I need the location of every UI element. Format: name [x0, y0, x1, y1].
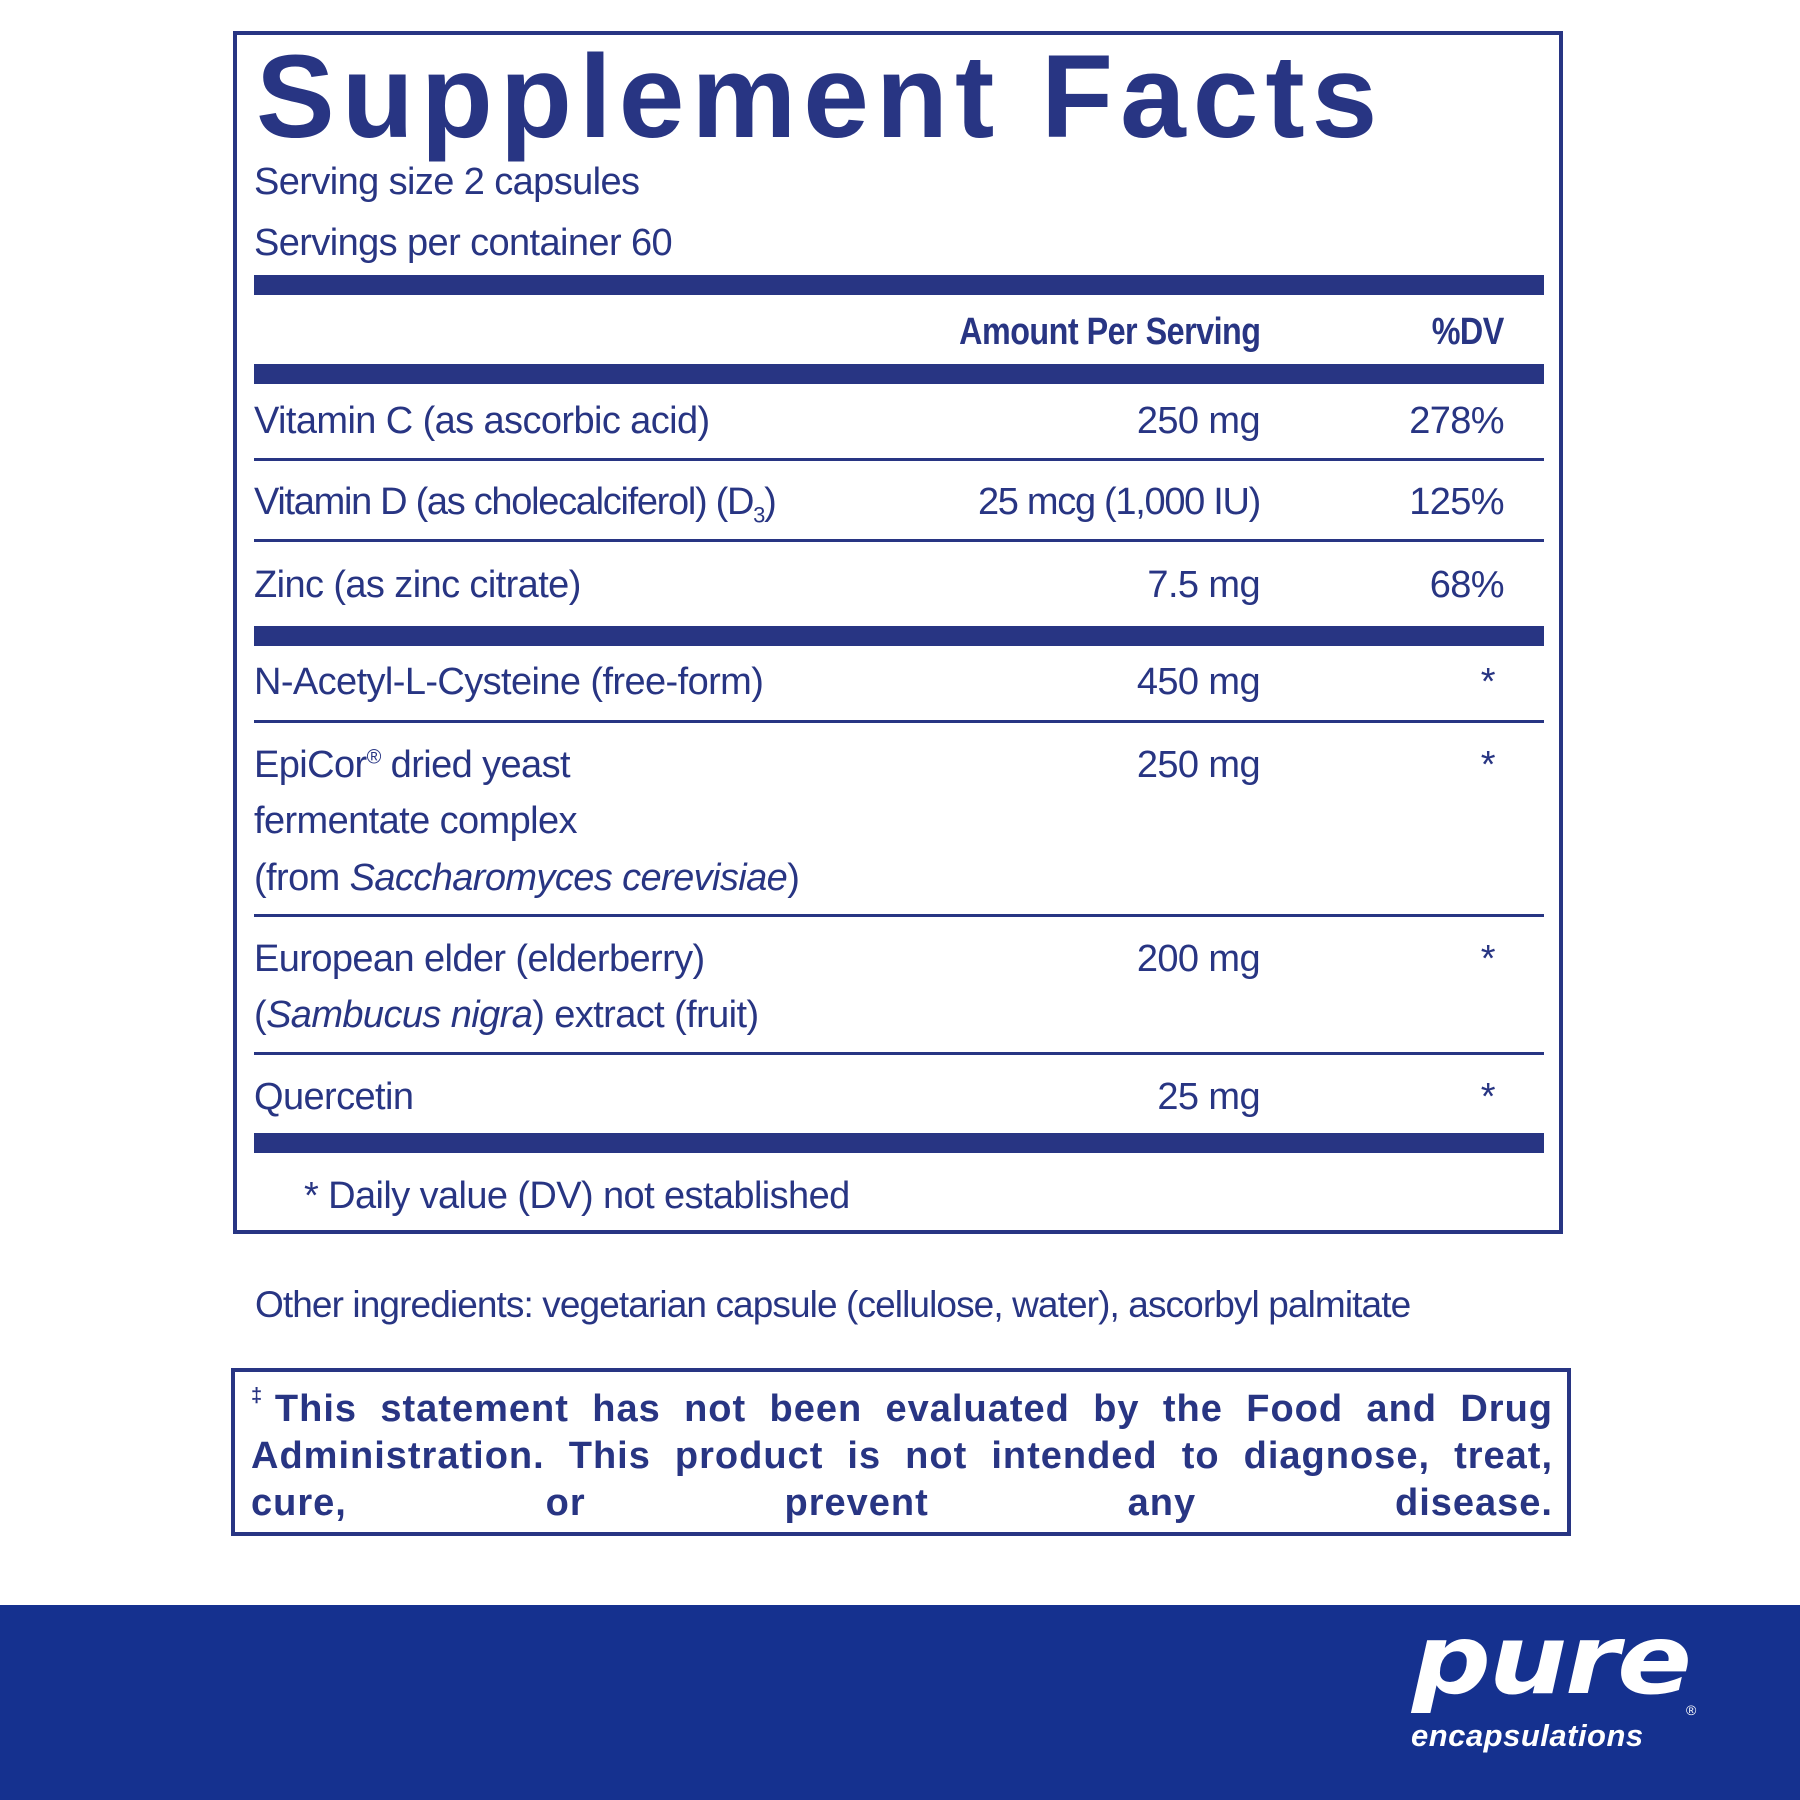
header-dv: %DV: [1431, 311, 1505, 353]
brand-logo: pure: [1412, 1604, 1692, 1716]
row-dv: *: [1480, 938, 1496, 980]
row-amount: 450 mg: [1136, 661, 1261, 703]
row-dv: *: [1480, 1076, 1496, 1118]
divider-bar: [254, 1133, 1544, 1153]
row-name-line2: (Sambucus nigra) extract (fruit): [254, 994, 759, 1036]
supplement-facts-panel: [233, 31, 1563, 1234]
row-name-line2: fermentate complex: [254, 800, 578, 842]
fda-disclaimer: ‡This statement has not been evaluated b…: [231, 1368, 1571, 1536]
row-name: European elder (elderberry): [254, 938, 705, 980]
panel-title: Supplement Facts: [256, 31, 1385, 163]
row-dv: *: [1480, 744, 1496, 786]
row-name: Zinc (as zinc citrate): [254, 564, 581, 606]
serving-size: Serving size 2 capsules: [254, 161, 640, 203]
row-divider: [254, 539, 1544, 542]
row-name: EpiCor® dried yeast: [254, 744, 571, 786]
servings-per-container: Servings per container 60: [254, 222, 673, 264]
row-name: Quercetin: [254, 1076, 414, 1118]
footnote: * Daily value (DV) not established: [304, 1175, 850, 1217]
row-divider: [254, 720, 1544, 723]
divider-bar: [254, 275, 1544, 295]
row-amount: 25 mcg (1,000 IU): [977, 481, 1261, 523]
brand-logo-subtitle: encapsulations: [1411, 1718, 1644, 1753]
row-name: Vitamin C (as ascorbic acid): [254, 400, 710, 442]
divider-bar: [254, 364, 1544, 384]
row-dv: *: [1480, 661, 1496, 703]
row-amount: 25 mg: [1157, 1076, 1260, 1118]
other-ingredients: Other ingredients: vegetarian capsule (c…: [255, 1284, 1411, 1325]
row-name: N-Acetyl-L-Cysteine (free-form): [254, 661, 764, 703]
row-divider: [254, 914, 1544, 917]
row-amount: 250 mg: [1136, 744, 1261, 786]
row-name: Vitamin D (as cholecalciferol) (D3): [254, 481, 777, 528]
row-amount: 200 mg: [1136, 938, 1261, 980]
row-dv: 68%: [1429, 564, 1505, 606]
row-divider: [254, 1052, 1544, 1055]
divider-bar: [254, 626, 1544, 646]
row-divider: [254, 458, 1544, 461]
row-amount: 250 mg: [1136, 400, 1261, 442]
header-amount: Amount Per Serving: [958, 311, 1261, 353]
row-amount: 7.5 mg: [1147, 564, 1260, 606]
row-dv: 278%: [1409, 400, 1504, 442]
brand-footer: [0, 1605, 1800, 1800]
row-dv: 125%: [1409, 481, 1504, 523]
registered-mark: ®: [1686, 1702, 1697, 1718]
row-name-line3: (from Saccharomyces cerevisiae): [254, 857, 800, 899]
